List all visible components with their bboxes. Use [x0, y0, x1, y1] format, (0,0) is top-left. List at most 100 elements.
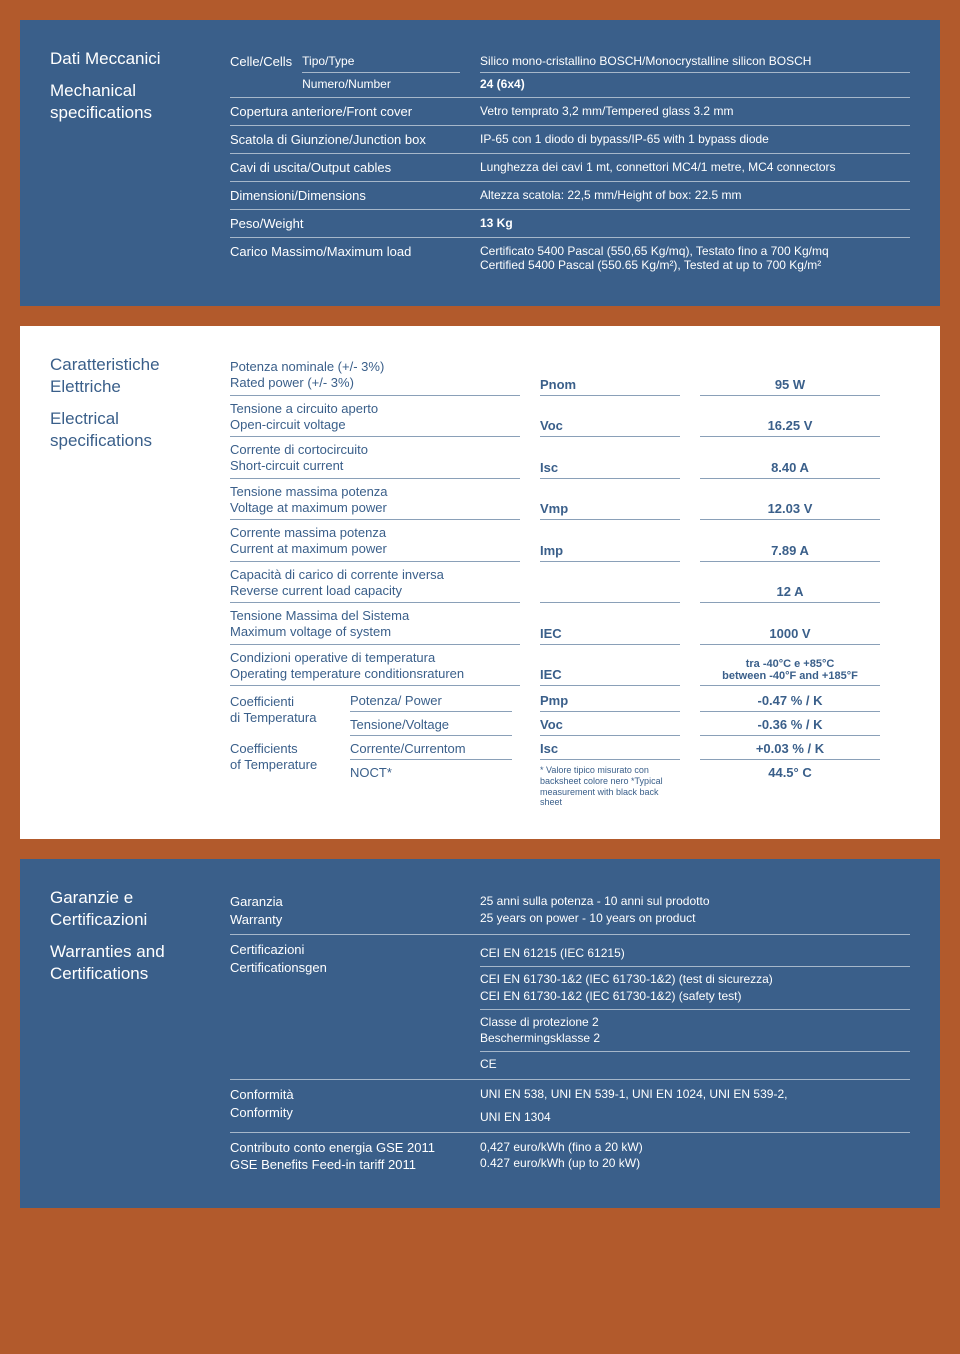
- conf-value-2: UNI EN 1304: [480, 1109, 910, 1126]
- coef-symbol: Voc: [540, 712, 680, 736]
- mech-row-weight: Peso/Weight 13 Kg: [230, 210, 910, 238]
- electrical-panel: Caratteristiche Elettriche Electrical sp…: [20, 326, 940, 839]
- elec-value: 7.89 A: [700, 538, 880, 562]
- mech-row-front: Copertura anteriore/Front cover Vetro te…: [230, 98, 910, 126]
- coef-value: -0.47 % / K: [700, 688, 880, 712]
- jbox-value: IP-65 con 1 diodo di bypass/IP-65 with 1…: [480, 132, 910, 146]
- mech-row-jbox: Scatola di Giunzione/Junction box IP-65 …: [230, 126, 910, 154]
- gse-label-it: Contributo conto energia GSE 2011: [230, 1139, 450, 1157]
- elec-symbol: Isc: [540, 455, 680, 479]
- front-label: Copertura anteriore/Front cover: [230, 104, 460, 119]
- load-value-en: Certified 5400 Pascal (550.65 Kg/m²), Te…: [480, 258, 910, 272]
- dim-value: Altezza scatola: 22,5 mm/Height of box: …: [480, 188, 910, 202]
- elec-symbol: Pnom: [540, 372, 680, 396]
- elec-symbol: Voc: [540, 413, 680, 437]
- elec-row: Tensione a circuito apertoOpen-circuit v…: [230, 396, 910, 438]
- elec-value: 12 A: [700, 579, 880, 603]
- weight-label: Peso/Weight: [230, 216, 460, 231]
- elec-value: tra -40°C e +85°Cbetween -40°F and +185°…: [700, 653, 880, 686]
- conf-value-1: UNI EN 538, UNI EN 539-1, UNI EN 1024, U…: [480, 1086, 910, 1103]
- mech-row-load: Carico Massimo/Maximum load Certificato …: [230, 238, 910, 278]
- elec-symbol: IEC: [540, 662, 680, 686]
- elec-param-label: Tensione Massima del SistemaMaximum volt…: [230, 603, 520, 645]
- elec-value: 12.03 V: [700, 496, 880, 520]
- elec-row: Condizioni operative di temperaturaOpera…: [230, 645, 910, 687]
- elec-param-label: Corrente massima potenzaCurrent at maxim…: [230, 520, 520, 562]
- coef-value: -0.36 % / K: [700, 712, 880, 736]
- cells-label: Celle/Cells: [230, 54, 292, 69]
- elec-value: 95 W: [700, 372, 880, 396]
- elec-row: Capacità di carico di corrente inversaRe…: [230, 562, 910, 604]
- war-title-en: Warranties and Certifications: [50, 941, 200, 985]
- type-value: Silico mono-cristallino BOSCH/Monocrysta…: [480, 54, 910, 73]
- cables-value: Lunghezza dei cavi 1 mt, connettori MC4/…: [480, 160, 910, 174]
- warranty-panel: Garanzie e Certificazioni Warranties and…: [20, 859, 940, 1208]
- coefficients-block: Coefficientidi TemperaturaCoefficientsof…: [230, 688, 910, 811]
- mechanical-panel: Dati Meccanici Mechanical specifications…: [20, 20, 940, 306]
- elec-value: 1000 V: [700, 621, 880, 645]
- dim-label: Dimensioni/Dimensions: [230, 188, 460, 203]
- elec-row: Corrente di cortocircuitoShort-circuit c…: [230, 437, 910, 479]
- war-label-en: Warranty: [230, 911, 450, 929]
- war-row-warranty: Garanzia Warranty 25 anni sulla potenza …: [230, 887, 910, 935]
- war-label-it: Garanzia: [230, 893, 450, 911]
- mech-row-cells: Celle/Cells Tipo/Type Numero/Number Sili…: [230, 48, 910, 98]
- elec-param-label: Tensione massima potenzaVoltage at maxim…: [230, 479, 520, 521]
- elec-title-it: Caratteristiche Elettriche: [50, 354, 200, 398]
- warranty-title: Garanzie e Certificazioni Warranties and…: [50, 887, 200, 1180]
- cert-label-it: Certificazioni: [230, 941, 450, 959]
- elec-title-en: Electrical specifications: [50, 408, 200, 452]
- elec-value: 8.40 A: [700, 455, 880, 479]
- cert-value-line: CE: [480, 1052, 910, 1073]
- elec-param-label: Condizioni operative di temperaturaOpera…: [230, 645, 520, 687]
- elec-row: Corrente massima potenzaCurrent at maxim…: [230, 520, 910, 562]
- title-en: Mechanical specifications: [50, 80, 200, 124]
- gse-value-it: 0,427 euro/kWh (fino a 20 kW): [480, 1139, 910, 1156]
- coef-value: 44.5° C: [700, 760, 880, 783]
- war-row-gse: Contributo conto energia GSE 2011 GSE Be…: [230, 1133, 910, 1180]
- type-label: Tipo/Type: [302, 54, 460, 73]
- war-value-en: 25 years on power - 10 years on product: [480, 910, 910, 927]
- title-it: Dati Meccanici: [50, 48, 200, 70]
- cert-value-line: CEI EN 61730-1&2 (IEC 61730-1&2) (test d…: [480, 967, 910, 1010]
- jbox-label: Scatola di Giunzione/Junction box: [230, 132, 460, 147]
- elec-row: Tensione massima potenzaVoltage at maxim…: [230, 479, 910, 521]
- cert-label-en: Certificationsgen: [230, 959, 450, 977]
- weight-value: 13 Kg: [480, 216, 910, 230]
- coef-param: Tensione/Voltage: [350, 712, 512, 736]
- gse-label-en: GSE Benefits Feed-in tariff 2011: [230, 1156, 450, 1174]
- elec-param-label: Corrente di cortocircuitoShort-circuit c…: [230, 437, 520, 479]
- elec-symbol: IEC: [540, 621, 680, 645]
- elec-param-label: Capacità di carico di corrente inversaRe…: [230, 562, 520, 604]
- cert-value-line: CEI EN 61215 (IEC 61215): [480, 941, 910, 967]
- conf-label-it: Conformità: [230, 1086, 450, 1104]
- cert-values: CEI EN 61215 (IEC 61215)CEI EN 61730-1&2…: [480, 941, 910, 1073]
- cables-label: Cavi di uscita/Output cables: [230, 160, 460, 175]
- load-label: Carico Massimo/Maximum load: [230, 244, 460, 259]
- coef-param: Corrente/Currentom: [350, 736, 512, 760]
- electrical-title: Caratteristiche Elettriche Electrical sp…: [50, 354, 200, 811]
- war-title-it: Garanzie e Certificazioni: [50, 887, 200, 931]
- coef-group-labels: Coefficientidi TemperaturaCoefficientsof…: [230, 688, 338, 811]
- warranty-content: Garanzia Warranty 25 anni sulla potenza …: [230, 887, 910, 1180]
- elec-param-label: Potenza nominale (+/- 3%)Rated power (+/…: [230, 354, 520, 396]
- coef-param: Potenza/ Power: [350, 688, 512, 712]
- coef-symbol: Pmp: [540, 688, 680, 712]
- cert-value-line: Classe di protezione 2Beschermingsklasse…: [480, 1010, 910, 1053]
- front-value: Vetro temprato 3,2 mm/Tempered glass 3.2…: [480, 104, 910, 118]
- coef-symbol: * Valore tipico misurato con backsheet c…: [540, 760, 680, 811]
- coef-value: +0.03 % / K: [700, 736, 880, 760]
- elec-symbol: Vmp: [540, 496, 680, 520]
- mechanical-content: Celle/Cells Tipo/Type Numero/Number Sili…: [230, 48, 910, 278]
- coef-param: NOCT*: [350, 760, 512, 783]
- conf-label-en: Conformity: [230, 1104, 450, 1122]
- war-value-it: 25 anni sulla potenza - 10 anni sul prod…: [480, 893, 910, 910]
- elec-value: 16.25 V: [700, 413, 880, 437]
- load-value-it: Certificato 5400 Pascal (550,65 Kg/mq), …: [480, 244, 910, 258]
- elec-symbol: Imp: [540, 538, 680, 562]
- coef-symbol: Isc: [540, 736, 680, 760]
- war-row-conf: Conformità Conformity UNI EN 538, UNI EN…: [230, 1080, 910, 1133]
- number-label: Numero/Number: [302, 73, 460, 91]
- gse-value-en: 0.427 euro/kWh (up to 20 kW): [480, 1155, 910, 1172]
- mech-row-cables: Cavi di uscita/Output cables Lunghezza d…: [230, 154, 910, 182]
